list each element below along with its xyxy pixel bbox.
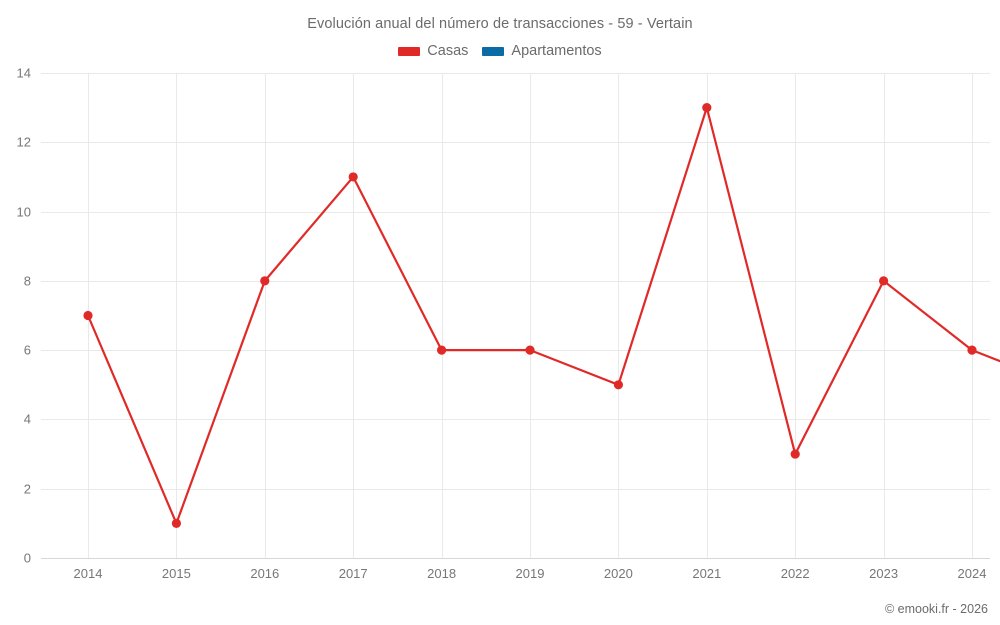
legend-swatch-icon [398, 46, 421, 56]
data-point-marker[interactable] [702, 103, 712, 113]
x-axis-tick-label: 2019 [515, 566, 545, 581]
chart-legend: Casas Apartamentos [0, 44, 1000, 59]
y-axis-tick-label: 14 [16, 65, 31, 81]
data-point-marker[interactable] [790, 449, 800, 459]
x-axis-tick-label: 2017 [338, 566, 368, 581]
x-axis-tick-label: 2014 [73, 566, 103, 581]
legend-label: Apartamentos [511, 43, 602, 59]
data-point-marker[interactable] [437, 345, 447, 355]
x-axis-tick-label: 2021 [692, 566, 722, 581]
data-point-marker[interactable] [525, 345, 535, 355]
legend-swatch-icon [482, 46, 505, 56]
legend-item-casas[interactable]: Casas [398, 44, 468, 59]
data-point-marker[interactable] [348, 172, 358, 182]
x-axis-tick-label: 2022 [780, 566, 810, 581]
copyright-credit: © emooki.fr - 2026 [884, 602, 988, 616]
y-axis-tick-label: 6 [23, 342, 31, 358]
data-point-marker[interactable] [171, 518, 181, 528]
data-point-marker[interactable] [967, 345, 977, 355]
y-axis-tick-label: 8 [23, 273, 31, 289]
plot-svg [41, 73, 1000, 559]
y-axis-tick-label: 2 [23, 481, 31, 497]
data-point-marker[interactable] [613, 380, 624, 390]
y-axis-tick-label: 12 [16, 134, 31, 150]
y-axis-tick-label: 0 [23, 550, 31, 566]
data-point-marker[interactable] [879, 276, 889, 286]
y-axis-labels: 0 2 4 6 8 10 12 14 [0, 0, 41, 625]
plot-area [41, 73, 1000, 559]
y-axis-tick-label: 4 [23, 411, 31, 427]
x-axis-tick-label: 2018 [427, 566, 457, 581]
legend-label: Casas [427, 43, 469, 59]
x-axis-tick-label: 2020 [603, 566, 633, 581]
data-point-marker[interactable] [260, 276, 270, 286]
x-axis-tick-label: 2016 [250, 566, 280, 581]
x-axis-tick-label: 2023 [869, 566, 899, 581]
chart-title: Evolución anual del número de transaccio… [307, 16, 693, 32]
series-line-casas [86, 106, 1000, 525]
x-axis-tick-label: 2024 [957, 566, 987, 581]
data-point-marker[interactable] [83, 310, 93, 321]
y-axis-tick-label: 10 [16, 204, 31, 220]
x-axis-tick-label: 2015 [161, 566, 191, 581]
legend-item-apartamentos[interactable]: Apartamentos [482, 43, 602, 59]
